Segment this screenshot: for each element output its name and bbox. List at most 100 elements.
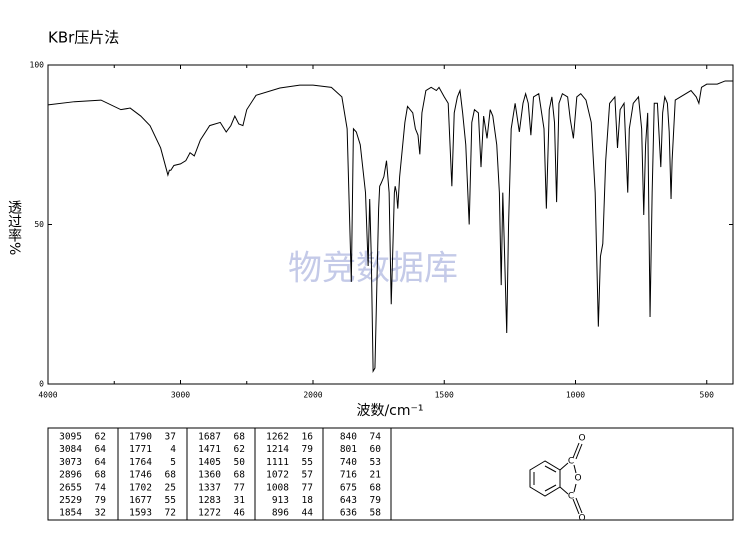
- table-cell: 77: [302, 482, 313, 493]
- table-cell: 716: [340, 470, 357, 481]
- table-cell: 68: [95, 470, 107, 481]
- table-cell: 643: [340, 495, 357, 506]
- table-cell: 913: [272, 495, 289, 506]
- table-cell: 801: [340, 444, 357, 455]
- x-tick-label: 2000: [303, 391, 322, 400]
- table-cell: 3073: [59, 457, 82, 468]
- table-cell: 68: [370, 482, 382, 493]
- table-cell: 50: [234, 457, 246, 468]
- x-tick-label: 1000: [566, 391, 585, 400]
- table-cell: 53: [370, 457, 381, 468]
- table-cell: 3095: [59, 432, 82, 443]
- table-cell: 1771: [129, 444, 152, 455]
- table-cell: 1111: [266, 457, 289, 468]
- table-cell: 5: [170, 457, 176, 468]
- table-cell: 31: [234, 495, 246, 506]
- table-cell: 62: [95, 432, 106, 443]
- table-cell: 74: [370, 432, 382, 443]
- molecule: [529, 442, 583, 515]
- table-cell: 79: [95, 495, 107, 506]
- table-cell: 46: [234, 508, 246, 519]
- table-cell: 4: [170, 444, 176, 455]
- table-cell: 1262: [266, 432, 289, 443]
- y-tick-label: 0: [39, 380, 44, 389]
- table-cell: 1677: [129, 495, 152, 506]
- table-cell: 74: [95, 482, 107, 493]
- table-cell: 1272: [198, 508, 221, 519]
- table-cell: 675: [340, 482, 357, 493]
- y-axis-label: 透过率%: [6, 200, 22, 255]
- bond: [575, 443, 583, 460]
- table-cell: 1283: [198, 495, 221, 506]
- atom-label: O: [574, 474, 581, 484]
- x-tick-label: 1500: [435, 391, 454, 400]
- atom-label: O: [578, 434, 585, 444]
- bond: [559, 486, 569, 495]
- atom-label: O: [578, 514, 585, 524]
- table-cell: 896: [272, 508, 289, 519]
- table-cell: 2896: [59, 470, 82, 481]
- bond: [573, 464, 577, 474]
- table-cell: 1008: [266, 482, 289, 493]
- atom-label: C: [568, 457, 574, 467]
- table-cell: 636: [340, 508, 357, 519]
- table-cell: 68: [165, 470, 177, 481]
- table-cell: 79: [302, 444, 314, 455]
- table-cell: 32: [95, 508, 106, 519]
- table-cell: 25: [165, 482, 176, 493]
- table-cell: 68: [234, 470, 246, 481]
- watermark: 物竞数据库: [288, 249, 458, 289]
- bond: [572, 498, 580, 515]
- bond: [544, 484, 557, 492]
- bond: [559, 462, 569, 471]
- table-cell: 1405: [198, 457, 221, 468]
- y-tick-label: 100: [30, 61, 45, 70]
- table-cell: 1790: [129, 432, 152, 443]
- x-tick-label: 3000: [171, 391, 190, 400]
- table-cell: 68: [234, 432, 246, 443]
- table-cell: 740: [340, 457, 357, 468]
- table-cell: 37: [165, 432, 176, 443]
- table-cell: 64: [95, 457, 107, 468]
- bond: [544, 465, 557, 473]
- y-tick-label: 50: [34, 220, 44, 229]
- table-cell: 62: [234, 444, 245, 455]
- table-cell: 1854: [59, 508, 82, 519]
- table-cell: 1764: [129, 457, 152, 468]
- table-cell: 60: [370, 444, 382, 455]
- table-cell: 3084: [59, 444, 82, 455]
- table-cell: 840: [340, 432, 357, 443]
- bond: [572, 442, 580, 459]
- table-cell: 79: [370, 495, 382, 506]
- table-cell: 1214: [266, 444, 289, 455]
- chart-title: KBr压片法: [48, 29, 119, 47]
- x-tick-label: 500: [700, 391, 715, 400]
- table-cell: 21: [370, 470, 382, 481]
- table-cell: 1072: [266, 470, 289, 481]
- table-cell: 58: [370, 508, 382, 519]
- table-cell: 2655: [59, 482, 82, 493]
- table-cell: 64: [95, 444, 107, 455]
- table-cell: 2529: [59, 495, 82, 506]
- table-cell: 18: [302, 495, 314, 506]
- atom-label: C: [568, 492, 574, 502]
- table-cell: 1687: [198, 432, 221, 443]
- table-cell: 1746: [129, 470, 152, 481]
- table-cell: 57: [302, 470, 313, 481]
- bond: [575, 497, 583, 514]
- table-cell: 1702: [129, 482, 152, 493]
- table-cell: 16: [302, 432, 314, 443]
- x-axis-label: 波数/cm⁻¹: [356, 403, 423, 419]
- spectrum-line: [47, 80, 733, 374]
- table-cell: 1593: [129, 508, 152, 519]
- bond: [573, 483, 577, 493]
- plot-frame: [47, 64, 734, 385]
- table-cell: 72: [165, 508, 176, 519]
- table-cell: 55: [165, 495, 176, 506]
- table-cell: 44: [302, 508, 314, 519]
- table-cell: 1337: [198, 482, 221, 493]
- x-tick-label: 4000: [38, 391, 57, 400]
- table-cell: 77: [234, 482, 245, 493]
- table-cell: 1360: [198, 470, 221, 481]
